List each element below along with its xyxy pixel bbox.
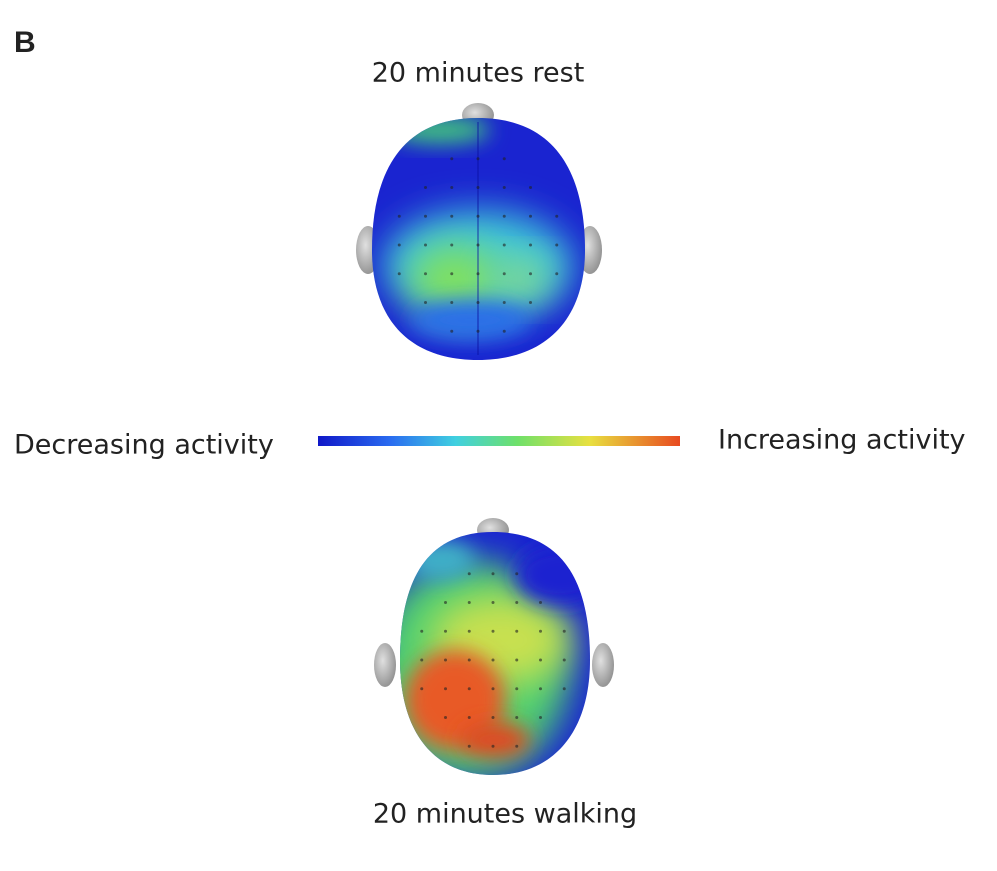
electrode (476, 301, 480, 304)
electrode (420, 687, 424, 691)
electrode (420, 658, 424, 662)
electrode (555, 272, 559, 276)
electrode (450, 243, 454, 247)
electrode (397, 272, 401, 276)
electrode (467, 744, 471, 748)
electrode (502, 272, 506, 276)
electrode (502, 329, 506, 333)
electrode (476, 272, 480, 276)
electrode (515, 744, 519, 748)
electrode (539, 629, 542, 633)
electrode (555, 243, 559, 247)
legend-left-label: Decreasing activity (14, 430, 274, 461)
electrode (529, 186, 532, 189)
electrode (491, 658, 495, 662)
electrode (562, 658, 566, 662)
electrode (450, 186, 454, 189)
electrode (424, 214, 427, 218)
electrode (467, 658, 471, 662)
electrode (515, 687, 519, 691)
map-title: 20 minutes walking (373, 799, 637, 830)
electrode (491, 601, 495, 604)
electrode (397, 243, 401, 247)
electrode (502, 157, 506, 161)
electrode (424, 272, 427, 276)
electrode (467, 601, 471, 604)
electrode (502, 186, 506, 189)
electrode (467, 629, 471, 633)
head-map-bottom (374, 518, 614, 775)
electrode (491, 687, 495, 691)
electrode (467, 716, 471, 719)
electrode (502, 301, 506, 304)
panel-label: B (14, 26, 36, 59)
electrode (529, 214, 532, 218)
electrode (450, 301, 454, 304)
electrode (397, 214, 401, 218)
electrode (420, 629, 424, 633)
electrode (424, 301, 427, 304)
electrode (444, 716, 447, 719)
electrode (450, 272, 454, 276)
electrode (515, 601, 519, 604)
electrode (491, 629, 495, 633)
electrode (562, 629, 566, 633)
ear (592, 643, 614, 687)
electrode (515, 658, 519, 662)
electrode (539, 687, 542, 691)
electrode (450, 329, 454, 333)
electrode (539, 658, 542, 662)
electrode (529, 301, 532, 304)
legend-right-label: Increasing activity (718, 425, 966, 456)
electrode (515, 572, 519, 576)
electrode (476, 157, 480, 161)
electrode (555, 214, 559, 218)
electrode (444, 601, 447, 604)
head-map-top (356, 103, 602, 360)
electrode (467, 687, 471, 691)
electrode (444, 687, 447, 691)
electrode (491, 572, 495, 576)
electrode (476, 214, 480, 218)
ear (374, 643, 396, 687)
electrode (529, 243, 532, 247)
electrode (515, 629, 519, 633)
electrode (562, 687, 566, 691)
electrode (444, 658, 447, 662)
electrode (502, 243, 506, 247)
electrode (491, 744, 495, 748)
electrode (476, 186, 480, 189)
electrode (450, 214, 454, 218)
electrode (529, 272, 532, 276)
electrode (491, 716, 495, 719)
electrode (424, 186, 427, 189)
electrode (476, 243, 480, 247)
electrode (539, 716, 542, 719)
electrode (502, 214, 506, 218)
colorbar (318, 436, 680, 446)
electrode (515, 716, 519, 719)
electrode (444, 629, 447, 633)
electrode (424, 243, 427, 247)
electrode (450, 157, 454, 161)
map-title: 20 minutes rest (372, 58, 585, 89)
electrode (467, 572, 471, 576)
electrode (539, 601, 542, 604)
electrode (476, 329, 480, 333)
